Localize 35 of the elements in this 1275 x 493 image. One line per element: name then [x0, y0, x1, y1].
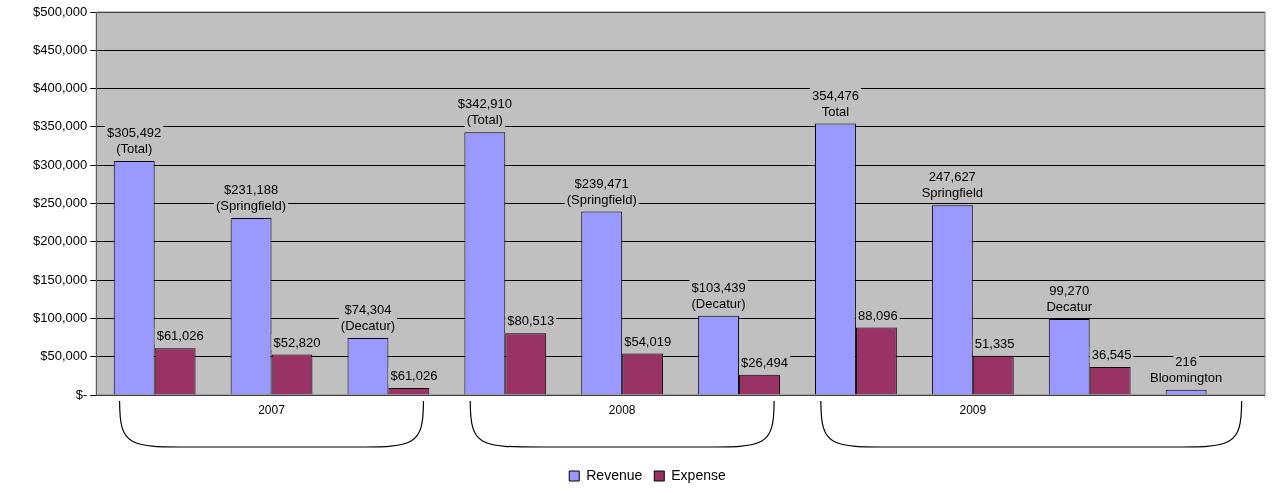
- annotation: 216 Bloomington: [1149, 353, 1223, 385]
- x-tick-label: 2008: [608, 402, 636, 417]
- y-tick-label: $400,000: [32, 80, 88, 96]
- data-label: $80,513: [507, 313, 555, 329]
- data-label: $26,494: [741, 354, 789, 370]
- data-label: $231,188 (Springfield): [216, 181, 287, 213]
- data-label: $74,304 (Decatur): [340, 302, 396, 334]
- y-tick-label: $-: [75, 386, 88, 402]
- y-tick-label: $350,000: [32, 118, 88, 134]
- y-tick-label: $200,000: [32, 233, 88, 249]
- data-label: $103,439 (Decatur): [691, 279, 746, 311]
- data-label: $52,820: [273, 334, 321, 350]
- y-tick-label: $300,000: [32, 156, 88, 172]
- data-label: 247,627 Springfield: [921, 169, 984, 201]
- data-label: 36,545: [1091, 347, 1132, 363]
- data-label: $342,910 (Total): [457, 96, 512, 128]
- data-label: $239,471 (Springfield): [566, 175, 637, 207]
- y-tick-label: $250,000: [32, 195, 88, 211]
- legend-label: Revenue: [586, 466, 643, 483]
- data-label: 51,335: [974, 335, 1015, 351]
- y-tick-label: $100,000: [32, 309, 88, 325]
- data-label: 88,096: [857, 307, 898, 323]
- x-tick-label: 2007: [258, 402, 286, 417]
- y-tick-label: $500,000: [32, 3, 88, 19]
- data-label: $61,026: [156, 328, 204, 344]
- data-label: 354,476 Total: [811, 87, 859, 119]
- y-tick-label: $50,000: [40, 348, 88, 364]
- y-tick-label: $450,000: [32, 41, 88, 57]
- y-tick-label: $150,000: [32, 271, 88, 287]
- legend-label: Expense: [671, 466, 726, 483]
- data-label: $54,019: [624, 333, 672, 349]
- x-tick-label: 2009: [959, 402, 987, 417]
- data-label: $305,492 (Total): [107, 125, 162, 157]
- annotation: $61,026: [390, 368, 438, 384]
- data-label: 99,270 Decatur: [1046, 283, 1093, 315]
